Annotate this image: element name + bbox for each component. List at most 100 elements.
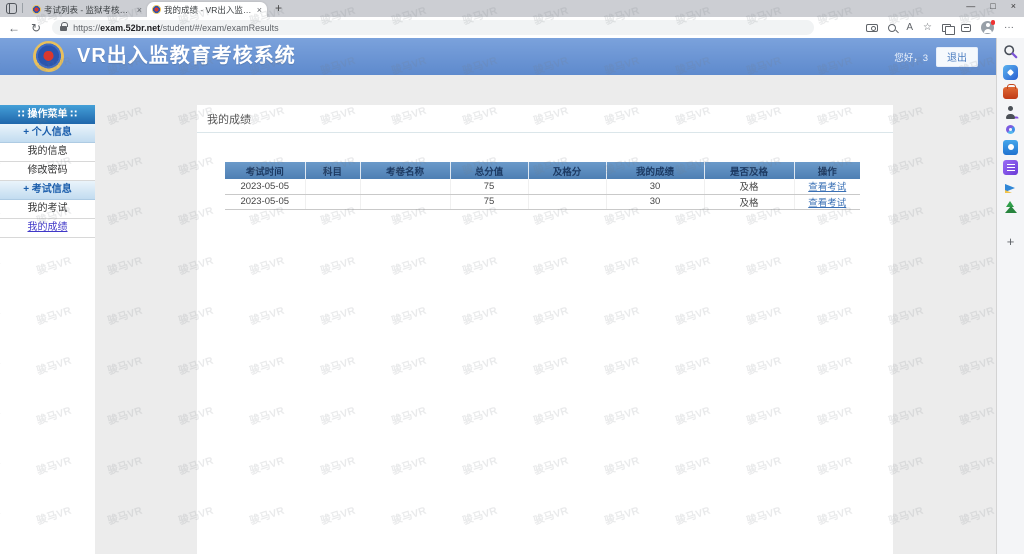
- tab-close-icon[interactable]: ×: [257, 5, 262, 15]
- sidebar-menu: ∷ 操作菜单 ∷ + 个人信息我的信息修改密码+ 考试信息我的考试我的成绩: [0, 105, 95, 554]
- url-text: https://exam.52br.net/student/#/exam/exa…: [73, 23, 279, 33]
- tab-my-results[interactable]: 我的成绩 - VR出入监教育考核系 ×: [147, 2, 267, 17]
- browser-window: 考试列表 - 监狱考核系统 × 我的成绩 - VR出入监教育考核系 × + — …: [0, 0, 1024, 554]
- view-exam-link[interactable]: 查看考试: [808, 182, 846, 193]
- tab-strip: 考试列表 - 监狱考核系统 × 我的成绩 - VR出入监教育考核系 × + — …: [0, 0, 1024, 17]
- new-tab-button[interactable]: +: [275, 2, 282, 15]
- browser-essentials-icon[interactable]: [961, 24, 971, 32]
- watermark-text: 骏马VR: [958, 403, 996, 428]
- table-cell: 及格: [704, 179, 794, 194]
- column-header: 考试时间: [225, 162, 305, 179]
- refresh-icon[interactable]: ↻: [31, 21, 41, 35]
- table-cell: 及格: [704, 194, 794, 209]
- add-sidebar-app-icon[interactable]: +: [1007, 234, 1015, 249]
- sidebar-search-icon[interactable]: [888, 24, 896, 32]
- table-cell: [360, 179, 450, 194]
- column-header: 是否及格: [704, 162, 794, 179]
- address-bar[interactable]: https://exam.52br.net/student/#/exam/exa…: [52, 20, 814, 35]
- column-header: 我的成绩: [606, 162, 704, 179]
- watermark-text: 骏马VR: [106, 353, 144, 378]
- web-capture-icon[interactable]: [866, 24, 878, 32]
- edge-sidebar: +: [996, 38, 1024, 554]
- settings-menu-icon[interactable]: ···: [1004, 23, 1014, 33]
- table-cell: [305, 179, 360, 194]
- action-cell: 查看考试: [794, 194, 860, 209]
- column-header: 总分值: [450, 162, 528, 179]
- image-creator-icon[interactable]: [1003, 140, 1018, 155]
- tree-icon[interactable]: [1003, 201, 1018, 216]
- collections-icon[interactable]: [942, 24, 951, 32]
- tools-icon[interactable]: [1003, 87, 1018, 99]
- drop-icon[interactable]: [1003, 181, 1018, 196]
- lock-icon[interactable]: [60, 26, 67, 31]
- view-exam-link[interactable]: 查看考试: [808, 198, 846, 209]
- browser-toolbar: ← ↻ https://exam.52br.net/student/#/exam…: [0, 17, 1024, 38]
- sidebar-item[interactable]: + 个人信息: [0, 124, 95, 143]
- watermark-text: 骏马VR: [106, 253, 144, 278]
- watermark-text: 骏马VR: [106, 503, 144, 528]
- table-row: 2023-05-05 75 30及格查看考试: [225, 194, 860, 209]
- table-cell: 75: [450, 194, 528, 209]
- window-controls: — □ ×: [966, 1, 1016, 11]
- notification-dot: [991, 20, 996, 25]
- notes-icon[interactable]: [1003, 160, 1018, 175]
- toolbar-icons: A ☆ ···: [866, 21, 1016, 34]
- column-header: 操作: [794, 162, 860, 179]
- action-cell: 查看考试: [794, 179, 860, 194]
- watermark-text: 骏马VR: [958, 103, 996, 128]
- profile-avatar[interactable]: [981, 21, 994, 34]
- read-aloud-icon[interactable]: A: [906, 23, 913, 33]
- tab-divider: [22, 3, 23, 13]
- watermark-text: 骏马VR: [106, 153, 144, 178]
- sidebar-item[interactable]: + 考试信息: [0, 181, 95, 200]
- table-row: 2023-05-05 75 30及格 查看考试: [225, 179, 860, 194]
- watermark-text: 骏马VR: [958, 503, 996, 528]
- search-icon[interactable]: [1003, 44, 1018, 59]
- watermark-text: 骏马VR: [958, 303, 996, 328]
- tab-exam-list[interactable]: 考试列表 - 监狱考核系统 ×: [27, 2, 147, 17]
- site-favicon: [32, 5, 41, 14]
- content-panel: 我的成绩 考试时间科目考卷名称总分值及格分我的成绩是否及格操作 2023-05-…: [197, 105, 893, 554]
- column-header: 科目: [305, 162, 360, 179]
- watermark-text: 骏马VR: [958, 203, 996, 228]
- tab-title: 我的成绩 - VR出入监教育考核系: [164, 4, 254, 16]
- watermark-text: 骏马VR: [958, 153, 996, 178]
- watermark-text: 骏马VR: [958, 353, 996, 378]
- table-cell: [305, 194, 360, 209]
- sidebar-item[interactable]: 我的信息: [0, 143, 95, 162]
- sidebar-item[interactable]: 修改密码: [0, 162, 95, 181]
- discover-icon[interactable]: [1003, 65, 1018, 80]
- results-table: 考试时间科目考卷名称总分值及格分我的成绩是否及格操作 2023-05-05 75…: [225, 162, 860, 210]
- watermark-text: 骏马VR: [106, 453, 144, 478]
- app-title: VR出入监教育考核系统: [77, 38, 296, 75]
- watermark-text: 骏马VR: [106, 303, 144, 328]
- sidebar-menu-items: + 个人信息我的信息修改密码+ 考试信息我的考试我的成绩: [0, 124, 95, 238]
- table-cell: 2023-05-05: [225, 194, 305, 209]
- logout-button[interactable]: 退出: [936, 47, 978, 67]
- site-favicon: [152, 5, 161, 14]
- police-badge-logo: [33, 41, 64, 72]
- tab-close-icon[interactable]: ×: [137, 5, 142, 15]
- minimize-button[interactable]: —: [966, 1, 975, 11]
- workspaces-icon[interactable]: [6, 3, 17, 14]
- column-header: 及格分: [528, 162, 606, 179]
- back-icon[interactable]: ←: [8, 21, 20, 35]
- watermark-text: 骏马VR: [106, 203, 144, 228]
- table-cell: [528, 194, 606, 209]
- watermark-text: 骏马VR: [958, 253, 996, 278]
- microsoft365-icon[interactable]: [1003, 105, 1018, 120]
- table-cell: 75: [450, 179, 528, 194]
- watermark-text: 骏马VR: [958, 453, 996, 478]
- sidebar-item[interactable]: 我的成绩: [0, 219, 95, 238]
- table-cell: [360, 194, 450, 209]
- app-header: VR出入监教育考核系统 您好，3 退出: [0, 38, 996, 75]
- column-header: 考卷名称: [360, 162, 450, 179]
- table-cell: 30: [606, 179, 704, 194]
- maximize-button[interactable]: □: [990, 1, 995, 11]
- close-button[interactable]: ×: [1011, 1, 1016, 11]
- watermark-text: 骏马VR: [106, 403, 144, 428]
- sidebar-item[interactable]: 我的考试: [0, 200, 95, 219]
- designer-icon[interactable]: [1006, 125, 1015, 134]
- favorites-icon[interactable]: ☆: [923, 23, 932, 33]
- table-cell: 2023-05-05: [225, 179, 305, 194]
